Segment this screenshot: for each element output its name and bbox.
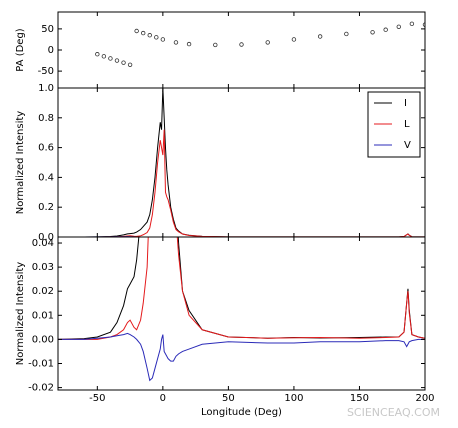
point bbox=[265, 40, 270, 45]
point bbox=[154, 35, 159, 40]
y-tick-label: 0.00 bbox=[32, 334, 54, 345]
point bbox=[409, 21, 415, 27]
x-tick-label: 100 bbox=[284, 393, 303, 404]
y-tick-label: 0.4 bbox=[38, 172, 54, 183]
point bbox=[114, 58, 120, 63]
point bbox=[317, 34, 323, 39]
y-tick-label: 0.2 bbox=[38, 202, 54, 213]
y-tick-label: 0.04 bbox=[32, 238, 54, 249]
axes-frame bbox=[57, 236, 426, 391]
plot-area bbox=[58, 237, 425, 382]
x-axis-label: Longitude (Deg) bbox=[201, 407, 282, 418]
point bbox=[291, 37, 297, 42]
y-tick-label: 1.0 bbox=[38, 83, 54, 94]
y-tick-label: 0.02 bbox=[32, 286, 54, 297]
y-tick-label: 0.0 bbox=[38, 232, 54, 243]
x-tick-label: -50 bbox=[89, 393, 105, 404]
point bbox=[127, 62, 133, 67]
point bbox=[108, 56, 113, 61]
y-axis-label: Normalized Intensity bbox=[15, 262, 26, 365]
point bbox=[147, 33, 152, 38]
point bbox=[95, 52, 100, 57]
point bbox=[383, 27, 388, 32]
y-axis-label: Normalized Intensity bbox=[15, 111, 26, 214]
y-tick-label: -50 bbox=[38, 66, 54, 77]
plot-area bbox=[95, 21, 425, 67]
y-axis-label: PA (Deg) bbox=[15, 28, 26, 72]
x-tick-label: 50 bbox=[222, 393, 235, 404]
legend-label: I bbox=[404, 98, 407, 109]
x-tick-label: 150 bbox=[350, 393, 369, 404]
point bbox=[134, 28, 139, 34]
x-tick-label: 0 bbox=[160, 393, 166, 404]
y-tick-label: 0.6 bbox=[38, 143, 54, 154]
point bbox=[370, 30, 375, 35]
line bbox=[58, 237, 425, 340]
watermark: SCIENCEAQ.COM bbox=[347, 406, 440, 419]
point bbox=[140, 30, 146, 36]
y-tick-label: 0 bbox=[48, 45, 54, 56]
y-tick-label: -0.01 bbox=[28, 358, 54, 369]
point bbox=[396, 24, 401, 29]
y-tick-label: 0.01 bbox=[32, 310, 54, 321]
y-tick-label: 0.03 bbox=[32, 262, 54, 273]
y-tick-label: 50 bbox=[41, 24, 54, 35]
legend-label: V bbox=[404, 140, 411, 151]
point bbox=[239, 42, 244, 47]
point bbox=[213, 42, 218, 48]
line bbox=[58, 332, 425, 382]
axes-frame bbox=[57, 11, 426, 89]
y-tick-label: 0.8 bbox=[38, 113, 54, 124]
point bbox=[186, 41, 192, 47]
y-tick-label: -0.02 bbox=[28, 383, 54, 394]
point bbox=[422, 22, 425, 27]
point bbox=[101, 54, 107, 59]
point bbox=[160, 37, 166, 42]
point bbox=[121, 60, 126, 65]
point bbox=[173, 40, 179, 45]
point bbox=[344, 31, 349, 37]
x-tick-label: 200 bbox=[415, 393, 434, 404]
legend-label: L bbox=[404, 119, 410, 130]
line bbox=[58, 237, 425, 340]
